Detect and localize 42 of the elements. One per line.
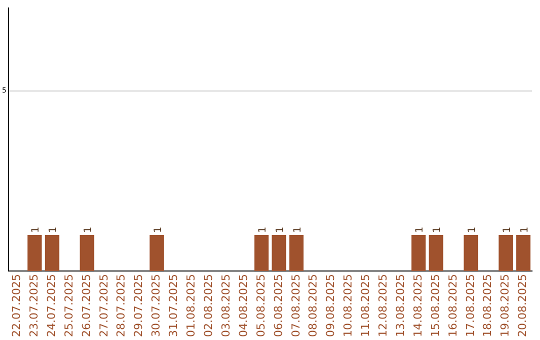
data-label: 1: [292, 226, 304, 233]
x-tick-label: 16.08.2025: [446, 274, 460, 338]
x-tick-label: 09.08.2025: [324, 274, 338, 338]
data-label: 1: [152, 226, 164, 233]
x-tick-label: 11.08.2025: [359, 274, 372, 338]
x-tick-label: 10.08.2025: [342, 274, 355, 338]
x-tick-label: 04.08.2025: [236, 274, 250, 338]
data-label: 1: [414, 226, 426, 233]
data-label: 1: [466, 226, 478, 233]
x-tick-label: 25.07.2025: [62, 274, 76, 338]
data-label: 1: [519, 226, 530, 233]
x-tick-label: 08.08.2025: [306, 274, 320, 338]
x-tick-label: 27.07.2025: [97, 274, 110, 338]
data-label: 1: [82, 226, 94, 233]
x-tick-label: 13.08.2025: [394, 274, 407, 338]
data-label: 1: [258, 226, 268, 233]
x-tick-label: 06.08.2025: [272, 274, 285, 338]
x-tick-label: 23.07.2025: [27, 274, 40, 338]
x-tick-label: 22.07.2025: [10, 274, 24, 338]
x-tick-label: 24.07.2025: [44, 274, 58, 338]
data-label: 1: [30, 226, 42, 233]
x-tick-label: 17.08.2025: [464, 274, 477, 338]
data-label: 1: [502, 226, 513, 233]
x-tick-label: 15.08.2025: [428, 274, 442, 338]
x-tick-label: 20.08.2025: [516, 274, 530, 338]
x-tick-label: 12.08.2025: [376, 274, 390, 338]
x-tick-label: 29.07.2025: [132, 274, 146, 338]
x-tick-label: 28.07.2025: [114, 274, 128, 338]
x-tick-label: 07.08.2025: [289, 274, 302, 338]
x-tick-label: 31.07.2025: [167, 274, 180, 338]
x-tick-label: 26.07.2025: [80, 274, 93, 338]
data-label: 1: [274, 226, 286, 233]
x-tick-label: 01.08.2025: [184, 274, 198, 338]
x-tick-label: 14.08.2025: [411, 274, 424, 338]
x-tick-label: 18.08.2025: [481, 274, 494, 338]
x-tick-label: 05.08.2025: [254, 274, 268, 338]
x-tick-label: 30.07.2025: [150, 274, 163, 338]
data-label: 1: [48, 226, 60, 233]
data-label: 1: [432, 226, 444, 233]
x-tick-label: 02.08.2025: [202, 274, 216, 338]
x-tick-label: 03.08.2025: [219, 274, 232, 338]
x-tick-label: 19.08.2025: [498, 274, 512, 338]
